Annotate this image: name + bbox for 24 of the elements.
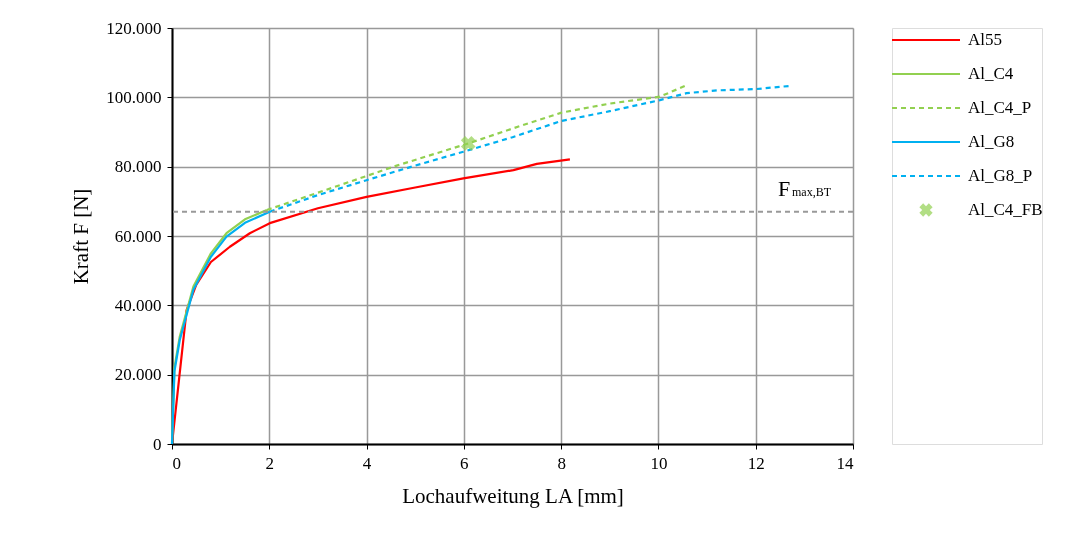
x-tick-label: 12 <box>747 453 765 473</box>
legend-label: Al_G8 <box>968 132 1015 151</box>
y-tick-label: 60.000 <box>114 226 162 246</box>
y-axis-title: Kraft F [N] <box>69 188 94 285</box>
legend-label: Al_C4_P <box>968 98 1032 117</box>
ref-line-label: Fmax,BT <box>778 175 832 201</box>
y-tick-label: 100.000 <box>106 87 162 107</box>
y-tick-label: 80.000 <box>114 157 162 177</box>
x-tick-label: 14 <box>836 453 854 473</box>
x-tick-label: 8 <box>557 453 566 473</box>
x-tick-label: 6 <box>460 453 469 473</box>
x-axis-title: Lochaufweitung LA [mm] <box>402 483 624 508</box>
x-tick-label: 4 <box>362 453 372 473</box>
legend-label: Al_C4 <box>968 64 1014 83</box>
x-tick-label: 10 <box>650 453 668 473</box>
x-tick-label: 0 <box>172 453 181 473</box>
x-tick-label: 2 <box>265 453 275 473</box>
y-tick-label: 120.000 <box>106 18 162 38</box>
y-tick-label: 20.000 <box>114 365 162 385</box>
y-tick-label: 0 <box>153 434 162 454</box>
legend-label: Al_G8_P <box>968 166 1033 185</box>
legend-label: Al55 <box>968 30 1002 49</box>
legend-label: Al_C4_FB <box>968 200 1043 219</box>
y-tick-label: 40.000 <box>114 295 162 315</box>
